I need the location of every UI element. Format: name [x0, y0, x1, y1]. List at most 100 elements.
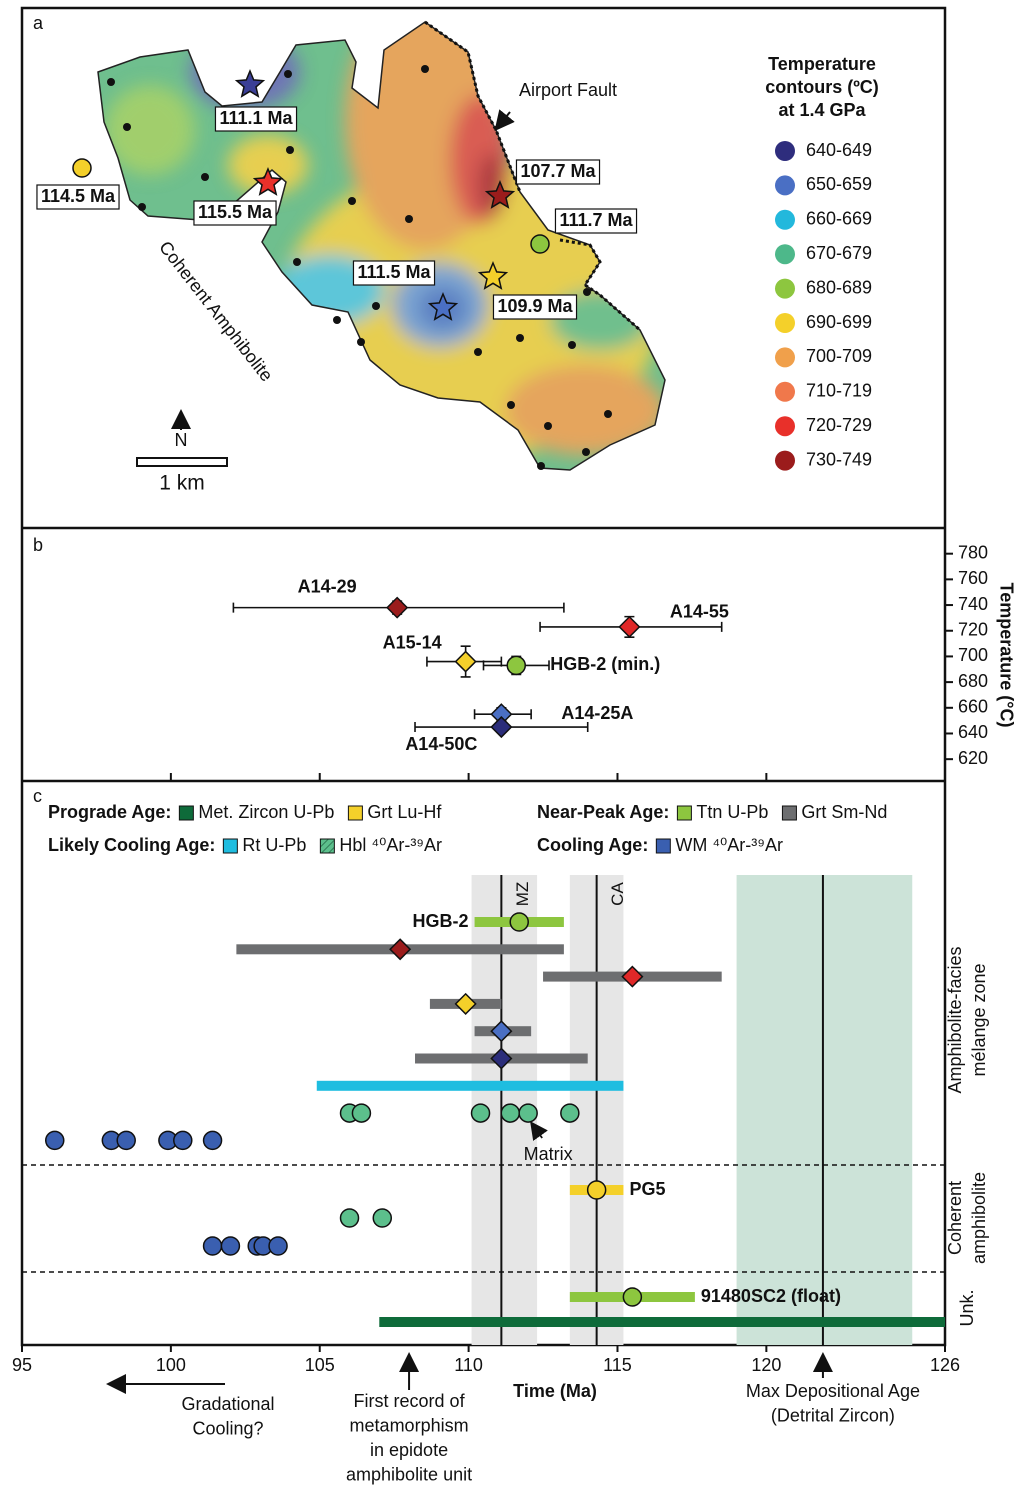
- group-label: mélange zone: [969, 963, 989, 1076]
- age-point: [510, 913, 528, 931]
- legend-label: Hbl ⁴⁰Ar-³⁹Ar: [339, 835, 442, 855]
- annotation: Cooling?: [192, 1418, 263, 1438]
- point-label: A14-50C: [405, 734, 477, 754]
- sample-age: 111.5 Ma: [357, 262, 431, 282]
- sample-age: 111.1 Ma: [219, 108, 293, 128]
- legend-swatch: [320, 839, 334, 853]
- legend-swatch: [677, 806, 691, 820]
- y-tick-label: 660: [958, 697, 988, 717]
- age-point: [622, 967, 642, 987]
- y-tick-label: 720: [958, 619, 988, 639]
- data-point: [387, 598, 407, 618]
- panel-label: b: [33, 535, 43, 555]
- point-label: HGB-2 (min.): [550, 654, 660, 674]
- page-body: {"map": {"panel_label": "a", "legend_tit…: [0, 0, 1021, 1490]
- age-point: [588, 1181, 606, 1199]
- sample-marker: [73, 159, 91, 177]
- x-tick-label: 110: [454, 1355, 483, 1375]
- legend-label: 710-719: [806, 381, 872, 401]
- sample-age: 115.5 Ma: [198, 202, 273, 222]
- legend-heading: Likely Cooling Age:: [48, 835, 215, 855]
- data-point: [491, 717, 511, 737]
- group-label: Amphibolite-facies: [945, 946, 965, 1093]
- legend-swatch: [775, 347, 795, 367]
- reference-band: [737, 875, 913, 1345]
- sample-age: 114.5 Ma: [41, 186, 116, 206]
- age-range: [317, 1081, 624, 1091]
- legend-swatch: [179, 806, 193, 820]
- figure: Airport Fault Coherent Amphibolite N 1 k…: [0, 0, 1021, 1490]
- legend-swatch: [775, 175, 795, 195]
- point-label: A14-25A: [561, 703, 633, 723]
- x-tick-label: 120: [751, 1355, 781, 1375]
- x-tick-label: 100: [156, 1355, 186, 1375]
- scale-label: 1 km: [159, 472, 205, 495]
- x-axis-title: Time (Ma): [513, 1381, 597, 1401]
- age-point: [390, 939, 410, 959]
- legend-swatch: [775, 279, 795, 299]
- legend-label: 690-699: [806, 312, 872, 332]
- sample-age: 109.9 Ma: [497, 296, 573, 316]
- legend-label: 640-649: [806, 140, 872, 160]
- y-tick-label: 680: [958, 671, 988, 691]
- legend-swatch: [775, 244, 795, 264]
- page: Metamorphic ages and temperatures body {…: [0, 0, 1021, 1490]
- legend-title: contours (ºC): [765, 77, 879, 97]
- legend-label: 720-729: [806, 415, 872, 435]
- legend-swatch: [348, 806, 362, 820]
- age-point: [204, 1237, 222, 1255]
- legend-label: Rt U-Pb: [242, 835, 306, 855]
- reference-label: MZ: [513, 882, 532, 907]
- x-tick-label: 126: [930, 1355, 960, 1375]
- legend-label: 730-749: [806, 449, 872, 469]
- annotation: metamorphism: [350, 1415, 469, 1435]
- reference-label: CA: [608, 882, 627, 906]
- y-tick-label: 780: [958, 542, 988, 562]
- sample-age: 111.7 Ma: [559, 210, 633, 230]
- data-point: [619, 617, 639, 637]
- panel-label: a: [33, 13, 44, 33]
- group-label: Unk.: [957, 1289, 977, 1326]
- age-point: [472, 1104, 490, 1122]
- legend-label: Ttn U-Pb: [696, 802, 768, 822]
- legend-swatch: [775, 141, 795, 161]
- legend-label: 670-679: [806, 243, 872, 263]
- legend-title: at 1.4 GPa: [778, 100, 866, 120]
- legend-label: 700-709: [806, 346, 872, 366]
- legend-label: WM ⁴⁰Ar-³⁹Ar: [675, 835, 783, 855]
- annotation: Max Depositional Age: [746, 1381, 920, 1401]
- point-label: A15-14: [383, 632, 442, 652]
- sample-age: 107.7 Ma: [520, 161, 596, 181]
- y-tick-label: 700: [958, 645, 988, 665]
- legend-label: Met. Zircon U-Pb: [198, 802, 334, 822]
- group-label: Coherent: [945, 1181, 965, 1255]
- sample-marker: [531, 235, 549, 253]
- annotation: in epidote: [370, 1440, 448, 1460]
- legend-swatch: [775, 416, 795, 436]
- data-point: [456, 652, 476, 672]
- age-point: [501, 1104, 519, 1122]
- fault-label: Airport Fault: [519, 80, 617, 100]
- legend-swatch: [775, 210, 795, 230]
- x-tick-label: 105: [305, 1355, 335, 1375]
- north-label: N: [175, 430, 188, 450]
- legend-label: Grt Sm-Nd: [801, 802, 887, 822]
- legend-heading: Prograde Age:: [48, 802, 171, 822]
- legend-label: 680-689: [806, 277, 872, 297]
- age-point: [561, 1104, 579, 1122]
- row-label: 91480SC2 (float): [701, 1286, 841, 1306]
- legend-label: Grt Lu-Hf: [367, 802, 442, 822]
- annotation: (Detrital Zircon): [771, 1405, 895, 1425]
- age-range: [379, 1317, 945, 1327]
- y-tick-label: 620: [958, 748, 988, 768]
- annotation: Gradational: [181, 1394, 274, 1414]
- age-point: [519, 1104, 537, 1122]
- row-label: HGB-2: [413, 911, 469, 931]
- x-tick-label: 95: [12, 1355, 32, 1375]
- legend-label: 650-659: [806, 174, 872, 194]
- x-tick-label: 115: [603, 1355, 632, 1375]
- group-label: amphibolite: [969, 1172, 989, 1264]
- annotation: First record of: [354, 1391, 466, 1411]
- age-point: [623, 1288, 641, 1306]
- age-point: [117, 1131, 135, 1149]
